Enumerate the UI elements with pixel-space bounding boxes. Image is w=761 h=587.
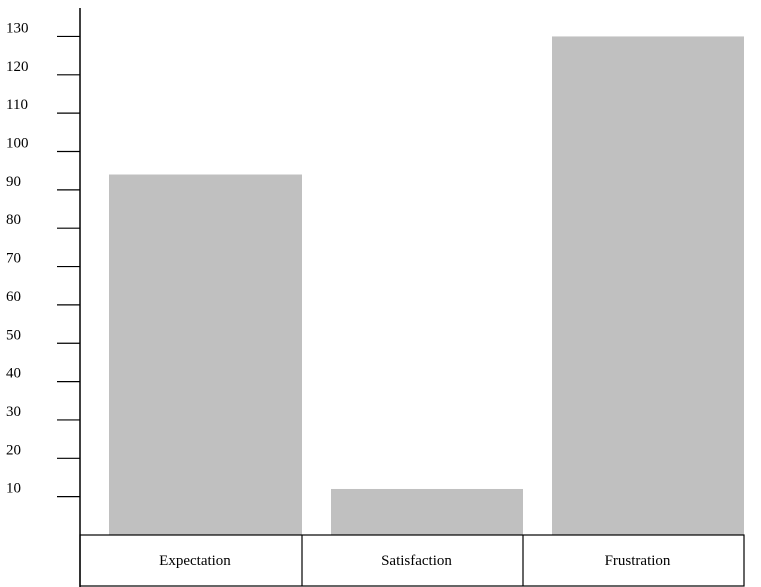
category-label-expectation: Expectation bbox=[159, 553, 231, 569]
y-tick-label-40: 40 bbox=[6, 366, 21, 382]
bar-frustration bbox=[552, 36, 744, 535]
y-tick-label-70: 70 bbox=[6, 251, 21, 267]
bars bbox=[109, 36, 744, 535]
y-ticks: 10 20 30 40 50 60 70 80 90 100 110 120 130 bbox=[6, 20, 80, 498]
y-tick-label-90: 90 bbox=[6, 174, 21, 190]
category-labels: Expectation Satisfaction Frustration bbox=[159, 553, 671, 569]
y-tick-label-50: 50 bbox=[6, 327, 21, 343]
category-label-frustration: Frustration bbox=[605, 553, 671, 569]
y-tick-label-80: 80 bbox=[6, 212, 21, 228]
y-tick-label-100: 100 bbox=[6, 136, 29, 152]
category-label-satisfaction: Satisfaction bbox=[381, 553, 452, 569]
y-tick-label-20: 20 bbox=[6, 442, 21, 458]
y-tick-label-60: 60 bbox=[6, 289, 21, 305]
bar-satisfaction bbox=[331, 488, 523, 535]
category-table bbox=[79, 534, 745, 587]
y-tick-label-120: 120 bbox=[6, 59, 29, 75]
y-tick-label-130: 130 bbox=[6, 20, 29, 36]
y-tick-label-110: 110 bbox=[6, 97, 28, 113]
y-tick-label-30: 30 bbox=[6, 404, 21, 420]
category-table-border bbox=[79, 534, 745, 587]
bar-expectation bbox=[109, 174, 302, 535]
y-tick-label-10: 10 bbox=[6, 481, 21, 497]
